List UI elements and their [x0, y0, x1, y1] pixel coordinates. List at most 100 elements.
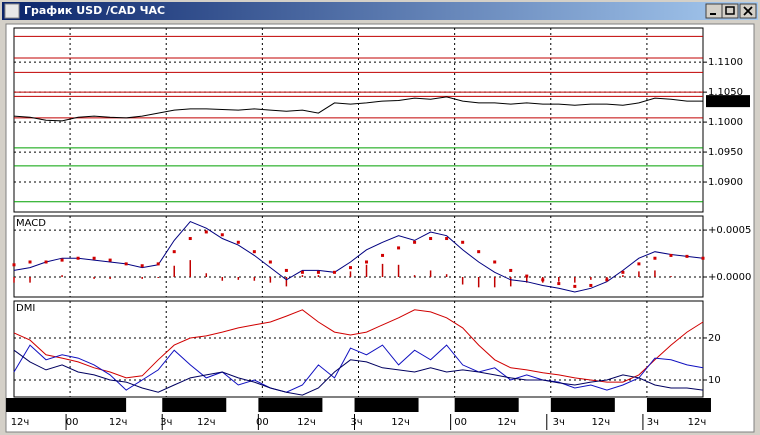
signal-point [685, 254, 689, 258]
y-tick-label: 1.0950 [708, 147, 743, 158]
date-box [258, 398, 323, 412]
hour-label: 12ч [688, 417, 707, 428]
signal-point [220, 233, 224, 237]
signal-point [525, 274, 529, 278]
date-label: 17.4.20 [19, 400, 57, 411]
signal-point [44, 260, 48, 264]
minimize-button[interactable] [705, 3, 723, 19]
signal-point [413, 240, 417, 244]
signal-point [509, 268, 513, 272]
hour-label: 12ч [109, 417, 128, 428]
hour-label: 12ч [197, 417, 216, 428]
signal-point [573, 284, 577, 288]
title-bar [2, 2, 758, 20]
panel-title: DMI [16, 303, 35, 314]
signal-point [381, 253, 385, 257]
signal-point [701, 256, 705, 260]
y-tick-label: +0.0000 [708, 272, 751, 283]
hour-label: 12ч [11, 417, 30, 428]
date-box [354, 398, 419, 412]
series-line [13, 349, 704, 396]
date-label: 28.4.2014 [654, 400, 705, 411]
date-box [550, 398, 615, 412]
signal-point [653, 256, 657, 260]
y-tick-label: 1.0900 [708, 177, 743, 188]
signal-point [156, 262, 160, 266]
signal-point [28, 260, 32, 264]
signal-point [284, 268, 288, 272]
signal-point [621, 270, 625, 274]
date-label: 25.4.2014 [557, 400, 608, 411]
series-line [13, 344, 704, 393]
signal-point [188, 237, 192, 241]
date-box [162, 398, 227, 412]
signal-point [445, 237, 449, 241]
y-tick-label: 1.1050 [708, 87, 743, 98]
date-label: 22.4.2014 [265, 400, 316, 411]
window-title: График USD /CAD ЧАС [24, 4, 165, 17]
date-label: 24.4.2014 [461, 400, 512, 411]
signal-point [252, 250, 256, 254]
signal-point [236, 240, 240, 244]
signal-point [365, 260, 369, 264]
maximize-button[interactable] [721, 3, 739, 19]
hour-label: 00 [256, 417, 269, 428]
hour-label: 3ч [553, 417, 565, 428]
date-label: 23.4.2014 [361, 400, 412, 411]
signal-point [204, 230, 208, 234]
series-line [13, 309, 704, 383]
last-price-label: 1.1035 [709, 96, 744, 107]
y-tick-label: 20 [708, 333, 721, 344]
date-box [454, 398, 519, 412]
date-box [62, 398, 127, 412]
app-icon [4, 3, 20, 19]
signal-point [316, 270, 320, 274]
hour-label: 3ч [350, 417, 362, 428]
signal-point [429, 237, 433, 241]
signal-point [397, 246, 401, 250]
series-line [13, 96, 703, 122]
series-line [13, 220, 704, 293]
signal-point [461, 240, 465, 244]
signal-point [124, 262, 128, 266]
signal-point [268, 260, 272, 264]
last-price-box [706, 95, 750, 108]
date-box [6, 398, 71, 412]
date-label: 21.4.2014 [169, 400, 220, 411]
hour-label: 12ч [297, 417, 316, 428]
close-button[interactable] [739, 3, 757, 19]
signal-point [477, 250, 481, 254]
signal-point [541, 278, 545, 282]
signal-point [60, 258, 64, 262]
signal-point [605, 278, 609, 282]
date-label: 18.4.2014 [69, 400, 120, 411]
signal-point [76, 256, 80, 260]
date-box [646, 398, 711, 412]
hour-label: 3ч [647, 417, 659, 428]
signal-point [589, 283, 593, 287]
y-tick-label: +0.0005 [708, 225, 751, 236]
hour-label: 00 [66, 417, 79, 428]
signal-point [557, 282, 561, 286]
chart-area [5, 23, 755, 433]
signal-point [12, 263, 16, 267]
hour-label: 12ч [592, 417, 611, 428]
signal-point [493, 260, 497, 264]
hour-label: 3ч [160, 417, 172, 428]
signal-point [300, 270, 304, 274]
hour-label: 00 [454, 417, 467, 428]
signal-point [348, 266, 352, 270]
signal-point [108, 258, 112, 262]
y-tick-label: 1.1000 [708, 117, 743, 128]
signal-point [669, 253, 673, 257]
signal-point [332, 270, 336, 274]
signal-point [140, 264, 144, 268]
panel-title: MACD [16, 218, 46, 229]
signal-point [637, 262, 641, 266]
y-tick-label: 10 [708, 375, 721, 386]
signal-point [172, 250, 176, 254]
y-tick-label: 1.1100 [708, 57, 743, 68]
hour-label: 12ч [391, 417, 410, 428]
